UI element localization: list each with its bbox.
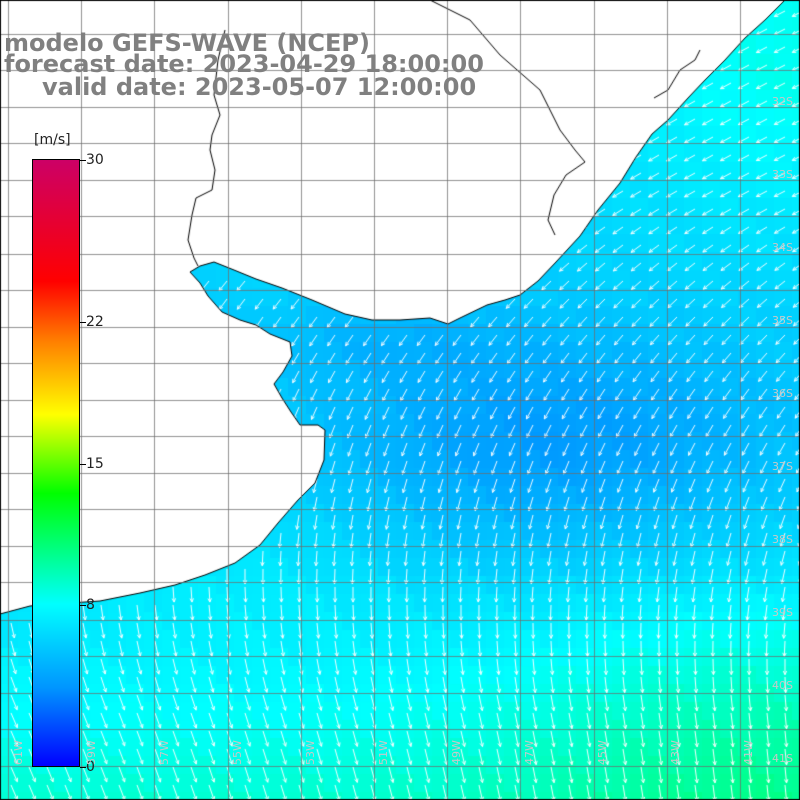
latitude-label: 39S (772, 606, 793, 619)
longitude-label: 49W (450, 740, 463, 765)
colorbar-tick-mark (80, 767, 86, 768)
longitude-label: 41W (742, 740, 755, 765)
map-title-model: modelo GEFS-WAVE (NCEP) (4, 29, 370, 57)
map-title-forecast-date: forecast date: 2023-04-29 18:00:00 (4, 50, 484, 78)
colorbar-tick-label: 15 (86, 455, 104, 472)
latitude-label: 40S (772, 679, 793, 692)
latitude-label: 35S (772, 314, 793, 327)
colorbar-tick-label: 0 (86, 759, 95, 775)
longitude-label: 57W (158, 740, 171, 765)
map-title-valid-date: valid date: 2023-05-07 12:00:00 (42, 73, 477, 101)
latitude-label: 34S (772, 241, 793, 254)
longitude-label: 61W (12, 740, 25, 765)
colorbar-unit: [m/s] (34, 132, 71, 148)
colorbar-tick-mark (80, 463, 86, 465)
longitude-label: 43W (669, 740, 682, 765)
latitude-label: 36S (772, 387, 793, 400)
colorbar-tick-mark (80, 321, 86, 323)
longitude-label: 45W (596, 740, 609, 765)
longitude-label: 53W (304, 740, 317, 765)
colorbar-tick-mark (80, 160, 86, 161)
latitude-label: 33S (772, 168, 793, 181)
colorbar (32, 159, 80, 767)
longitude-label: 59W (85, 740, 98, 765)
colorbar-tick-label: 30 (86, 152, 104, 168)
latitude-label: 41S (772, 752, 793, 765)
latitude-label: 37S (772, 460, 793, 473)
latitude-label: 38S (772, 533, 793, 546)
colorbar-tick-label: 8 (86, 597, 95, 614)
longitude-label: 51W (377, 740, 390, 765)
latitude-label: 32S (772, 95, 793, 108)
colorbar-tick-mark (80, 605, 86, 607)
colorbar-tick-label: 22 (86, 313, 104, 330)
longitude-label: 55W (231, 740, 244, 765)
longitude-label: 47W (523, 740, 536, 765)
